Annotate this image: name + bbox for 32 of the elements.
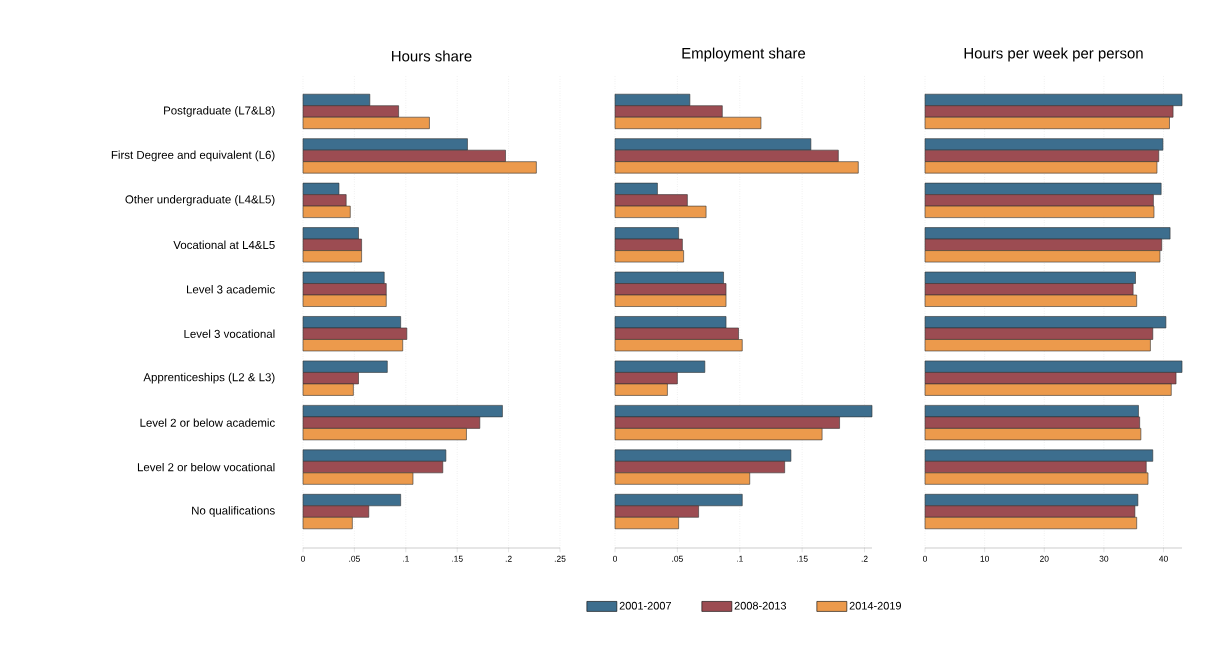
y-tick-label: Postgraduate (L7&L8) bbox=[164, 106, 275, 117]
x-tick-label: .15 bbox=[452, 555, 463, 562]
y-tick-label: Level 2 or below academic bbox=[140, 418, 275, 427]
x-tick-label: 0 bbox=[300, 555, 306, 562]
y-tick-label: Level 2 or below vocational bbox=[137, 462, 275, 472]
y-tick-label: Other undergraduate (L4&L5) bbox=[125, 195, 275, 206]
x-tick-label: .15 bbox=[797, 555, 808, 562]
x-tick-label: .1 bbox=[737, 555, 743, 562]
x-tick-label: .05 bbox=[672, 555, 683, 562]
y-tick-label: Level 3 academic bbox=[187, 285, 275, 294]
legend-label: 2008-2013 bbox=[734, 601, 787, 610]
y-tick-label: Vocational at L4&L5 bbox=[173, 240, 275, 250]
chart-title: Employment share bbox=[682, 47, 806, 62]
y-tick-label: No qualifications bbox=[192, 506, 275, 517]
legend-label: 2001-2007 bbox=[619, 601, 671, 610]
x-tick-label: 40 bbox=[1159, 555, 1168, 562]
x-tick-label: 0 bbox=[612, 555, 618, 562]
y-tick-label: Apprenticeships (L2 & L3) bbox=[143, 372, 275, 384]
y-tick-label: Level 3 vocational bbox=[184, 329, 275, 338]
x-tick-label: 0 bbox=[922, 555, 928, 562]
chart-title: Hours per week per person bbox=[964, 47, 1143, 62]
x-tick-label: .1 bbox=[403, 555, 409, 562]
legend-label: 2014-2019 bbox=[849, 601, 902, 610]
x-tick-label: .2 bbox=[505, 555, 512, 562]
chart-title: Hours share bbox=[392, 50, 472, 62]
x-tick-label: 20 bbox=[1039, 555, 1049, 562]
x-tick-label: .25 bbox=[554, 555, 566, 562]
x-tick-label: 30 bbox=[1099, 555, 1109, 562]
y-tick-label: First Degree and equivalent (L6) bbox=[111, 150, 275, 162]
x-tick-label: .05 bbox=[349, 555, 360, 562]
x-tick-label: 10 bbox=[980, 555, 990, 562]
x-tick-label: .2 bbox=[861, 555, 868, 562]
